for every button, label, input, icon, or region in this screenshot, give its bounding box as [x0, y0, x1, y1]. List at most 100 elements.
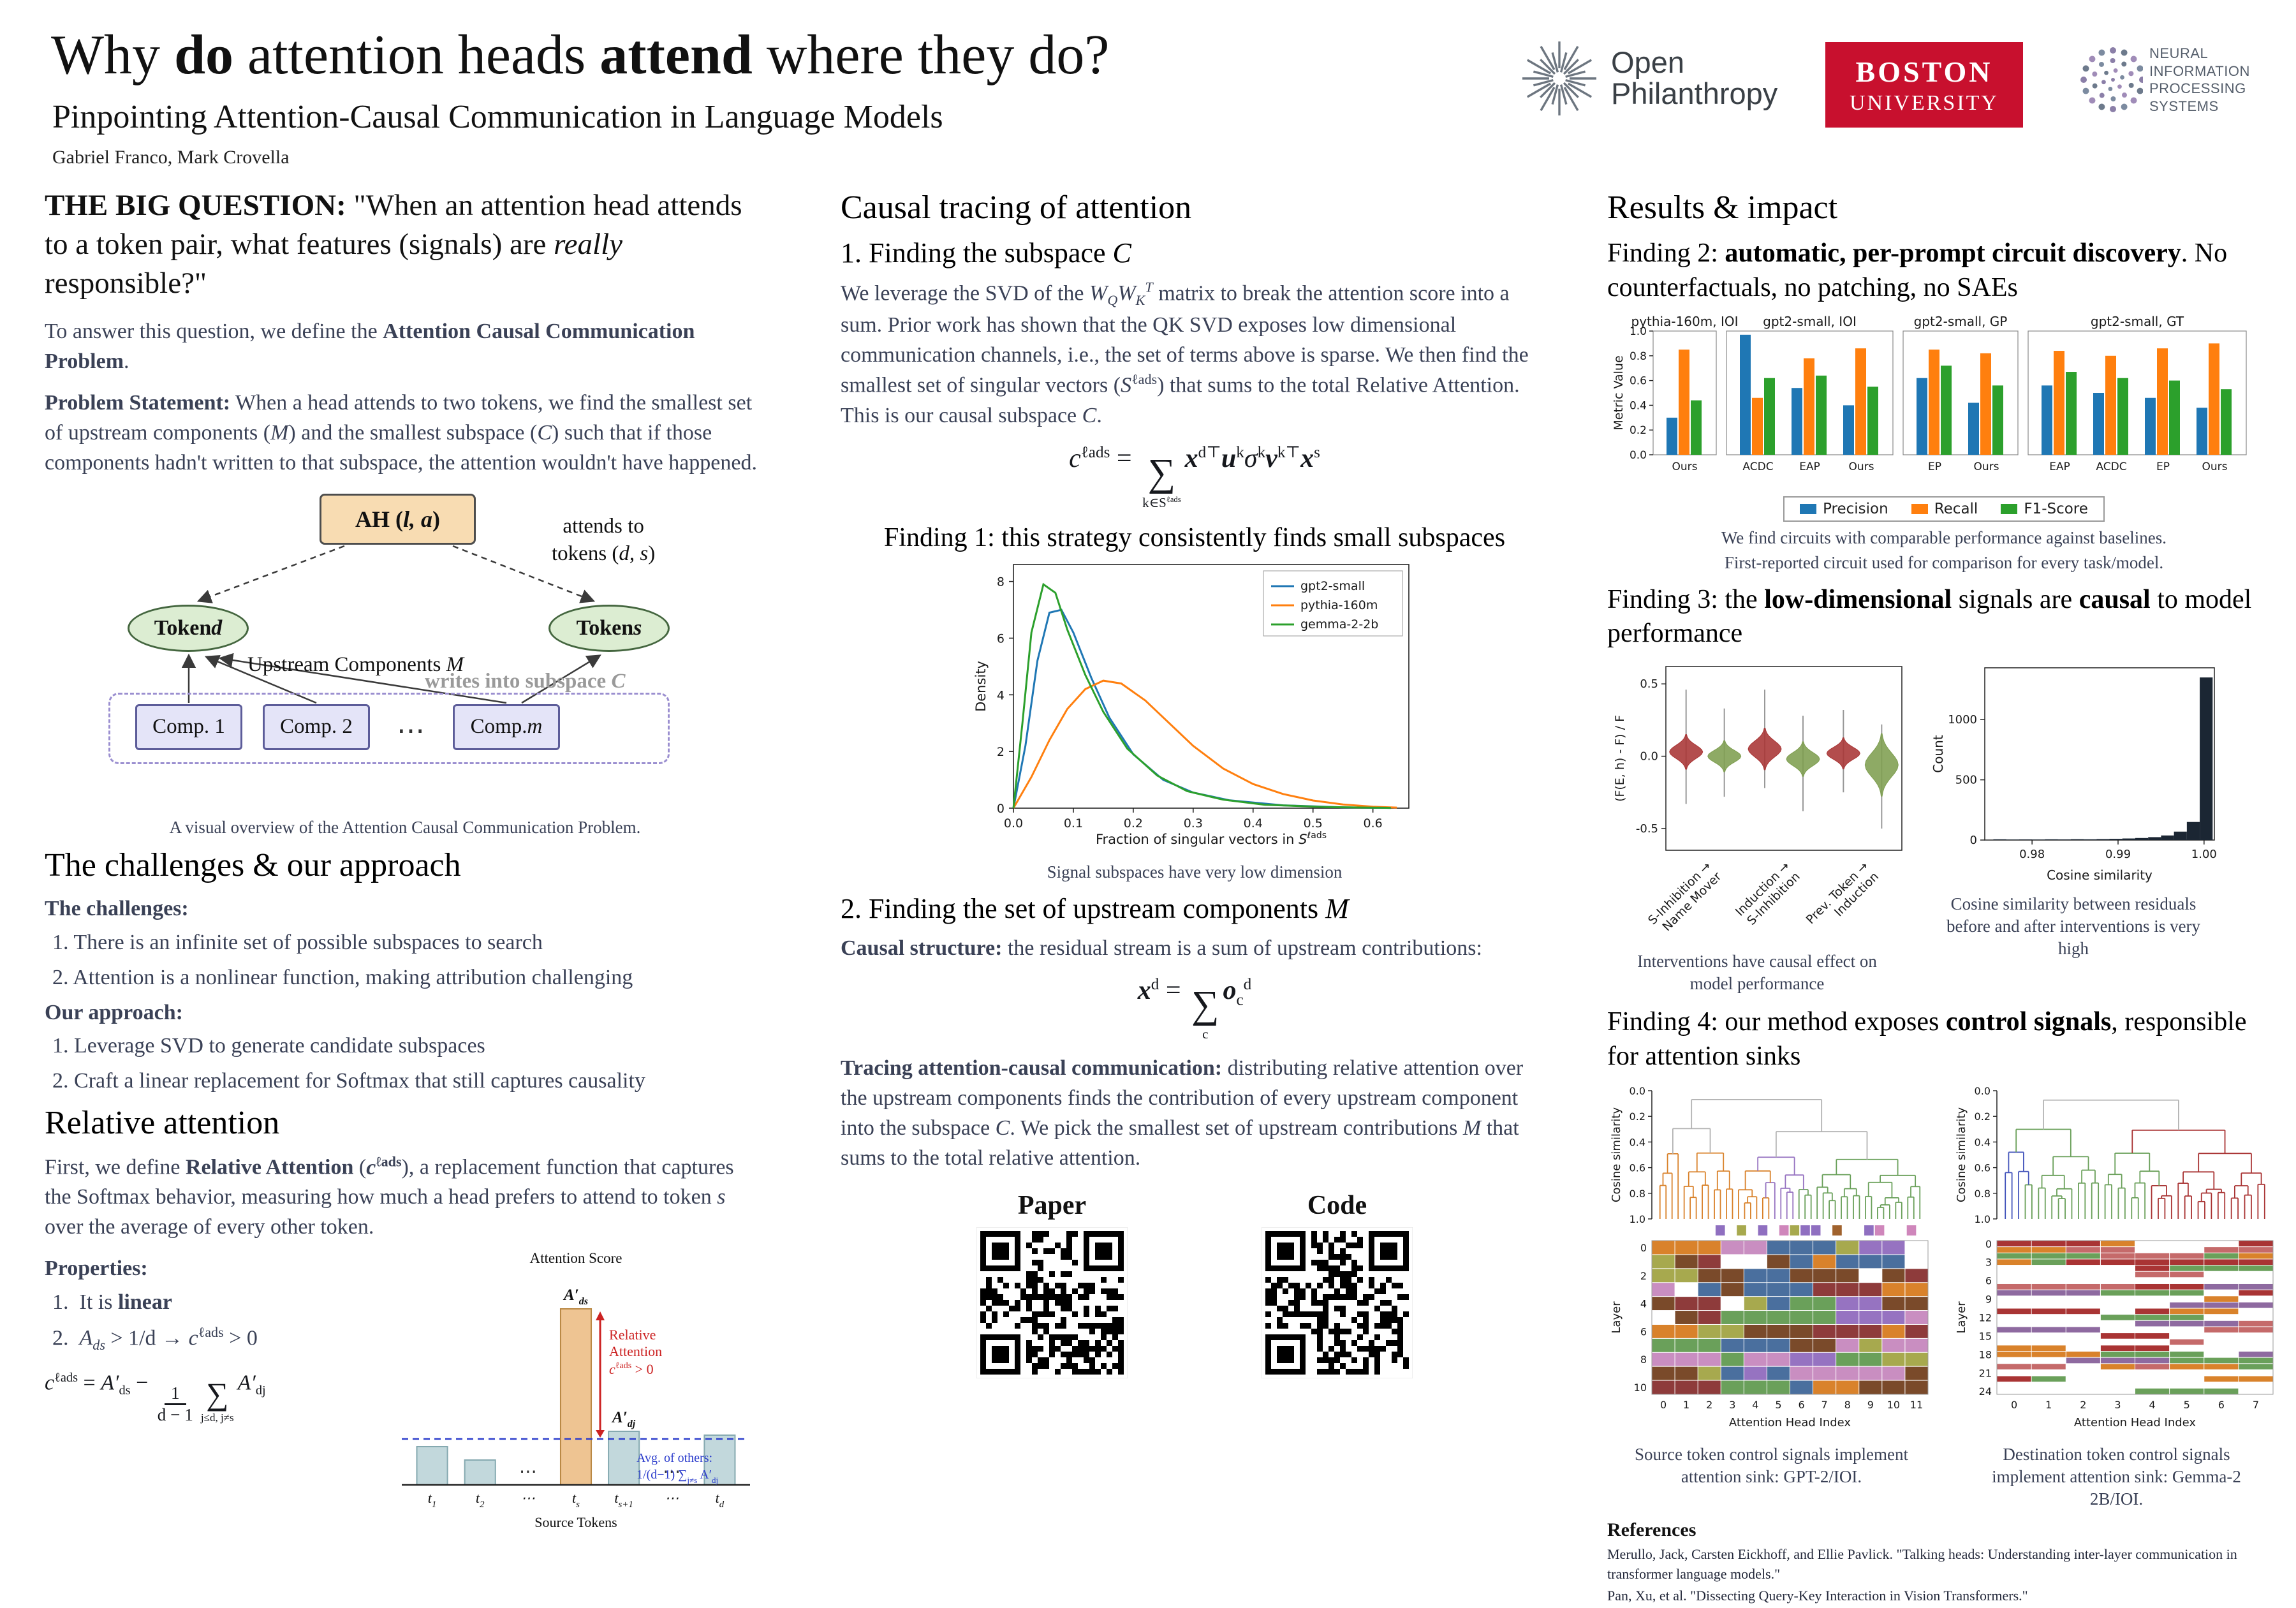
svg-text:0.8: 0.8 — [1630, 350, 1647, 362]
code-qr-code — [1261, 1227, 1413, 1379]
svg-text:0: 0 — [1640, 1242, 1647, 1254]
density-caption: Signal subspaces have very low dimension — [1047, 862, 1343, 881]
results-heading: Results & impact — [1607, 189, 1838, 226]
svg-text:0.98: 0.98 — [2019, 848, 2045, 861]
svg-text:10: 10 — [1634, 1382, 1647, 1394]
svg-text:0.0: 0.0 — [1975, 1085, 1991, 1097]
svg-text:S-Inhibition →Name Mover: S-Inhibition →Name Mover — [1645, 859, 1725, 938]
svg-text:gpt2-small: gpt2-small — [1300, 579, 1365, 593]
code-qr-block: Code — [1261, 1190, 1413, 1382]
op-line1: Open — [1611, 45, 1684, 80]
svg-text:11: 11 — [1910, 1399, 1923, 1411]
finding-1-statement: Finding 1: this strategy consistently fi… — [883, 522, 1506, 552]
intro-paragraph: To answer this question, we define the A… — [45, 320, 695, 374]
svg-text:0: 0 — [1970, 834, 1977, 847]
column-right: Results & impact Finding 2: automatic, p… — [1607, 186, 2281, 1608]
svg-text:1: 1 — [2045, 1399, 2052, 1411]
svg-text:⋯: ⋯ — [665, 1490, 679, 1506]
svg-text:8: 8 — [1844, 1399, 1851, 1411]
svg-text:Fraction of singular vectors i: Fraction of singular vectors in Sℓads — [1096, 830, 1327, 847]
svg-text:5: 5 — [1775, 1399, 1781, 1411]
svg-text:-0.5: -0.5 — [1636, 822, 1658, 836]
histogram-caption: Cosine similarity between residuals befo… — [1946, 894, 2201, 959]
svg-text:0.2: 0.2 — [1630, 424, 1647, 437]
logo-open-philanthropy: Open Philanthropy — [1518, 37, 1777, 120]
svg-text:6: 6 — [1640, 1325, 1647, 1338]
column-middle: Causal tracing of attention 1. Finding t… — [841, 186, 1549, 1382]
svg-text:A′ds: A′ds — [563, 1287, 588, 1307]
svg-text:0.6: 0.6 — [1364, 816, 1383, 830]
svg-text:Avg. of others:1/(d−1) ∑j≠s A′: Avg. of others: 1/(d−1) ∑j≠s A′dj — [637, 1451, 718, 1485]
qr-section: Paper Code — [841, 1190, 1549, 1382]
approach-item-1: 1. Leverage SVD to generate candidate su… — [52, 1034, 485, 1058]
svg-text:0.3: 0.3 — [1184, 816, 1203, 830]
diagram-arrows — [181, 545, 601, 704]
svg-text:ACDC: ACDC — [1742, 461, 1773, 473]
approach-item-2: 2. Craft a linear replacement for Softma… — [52, 1069, 645, 1093]
diagram-comp-m: Comp. m — [453, 704, 560, 750]
challenges-heading: The challenges & our approach — [45, 846, 461, 883]
svg-text:0.99: 0.99 — [2105, 848, 2131, 861]
problem-statement: Problem Statement: When a head attends t… — [45, 391, 757, 475]
svg-text:gemma-2-2b: gemma-2-2b — [1300, 617, 1378, 631]
svg-text:0.2: 0.2 — [1124, 816, 1143, 830]
svg-text:0: 0 — [997, 802, 1004, 816]
svg-text:Attention Score: Attention Score — [530, 1250, 622, 1266]
svg-text:6: 6 — [1985, 1275, 1992, 1287]
causal-structure-paragraph: Causal structure: the residual stream is… — [841, 936, 1482, 960]
property-2: 2. Ads > 1/d → cℓads > 0 — [52, 1324, 258, 1354]
neurips-line2: PROCESSING SYSTEMS — [2149, 80, 2246, 114]
svg-text:1000: 1000 — [1948, 713, 1977, 727]
svg-text:4: 4 — [1640, 1297, 1647, 1309]
svg-text:t1: t1 — [428, 1490, 437, 1510]
svg-text:(F(E, h) - F) / F: (F(E, h) - F) / F — [1613, 715, 1627, 802]
density-figure: 0.0 0.1 0.2 0.3 0.4 0.5 0.6 0 2 4 6 8 Fraction of si… — [841, 556, 1549, 883]
cosine-histogram-chart: 0.98 0.99 1.00 0 500 1000 Cosine similarity Cou… — [1931, 667, 2217, 883]
dendrogram-heatmap-gpt2: 0.0 0.2 0.4 0.6 0.8 1.0 Cosine similarity 0 1 2 3 4… — [1610, 1085, 1929, 1429]
code-label: Code — [1307, 1190, 1367, 1220]
diagram-components-container — [108, 692, 670, 764]
poster-subtitle: Pinpointing Attention-Causal Communicati… — [52, 99, 943, 135]
svg-text:6: 6 — [997, 631, 1004, 645]
svg-text:0.2: 0.2 — [1975, 1110, 1991, 1123]
svg-text:⋯: ⋯ — [521, 1490, 535, 1506]
paper-qr-code — [976, 1227, 1128, 1379]
svg-text:4: 4 — [997, 688, 1004, 702]
svg-text:Metric Value: Metric Value — [1612, 355, 1626, 430]
svg-text:0.6: 0.6 — [1630, 1162, 1645, 1174]
attention-score-chart: Attention Score t1 t2 ⋯ ⋯ ts ts+1 ⋯ ⋯ td Source To… — [402, 1250, 750, 1530]
properties-label: Properties: — [45, 1257, 148, 1281]
svg-text:0.1: 0.1 — [1064, 816, 1083, 830]
diagram-writes-label: writes into subspace C — [425, 669, 626, 693]
diagram-token-d: Token d — [128, 604, 249, 652]
paper-qr-block: Paper — [976, 1190, 1128, 1382]
svg-text:0.0: 0.0 — [1630, 449, 1647, 462]
svg-text:7: 7 — [2253, 1399, 2259, 1411]
residual-formula: xd = ∑ c ocd — [1137, 975, 1252, 1042]
diagram-upstream-label: Upstream Components M — [247, 653, 464, 676]
op-line2: Philanthropy — [1611, 77, 1778, 110]
diagram-comp-1: Comp. 1 — [135, 704, 242, 750]
svg-text:Count: Count — [1931, 735, 1946, 773]
svg-text:Prev. Token →Induction: Prev. Token →Induction — [1804, 859, 1881, 937]
subspace-subheading: 1. Finding the subspace C — [841, 237, 1131, 269]
svg-text:0.0: 0.0 — [1630, 1085, 1645, 1097]
svg-text:ts+1: ts+1 — [614, 1490, 633, 1510]
svg-text:6: 6 — [1798, 1399, 1804, 1411]
svg-text:0: 0 — [2011, 1399, 2017, 1411]
svg-text:18: 18 — [1979, 1348, 1992, 1361]
svg-text:2: 2 — [1706, 1399, 1712, 1411]
neurips-dots-icon — [2080, 47, 2143, 112]
logo-neurips: NEURAL INFORMATION PROCESSING SYSTEMS — [2072, 38, 2296, 121]
diagram-ellipsis: ⋯ — [397, 714, 425, 746]
svg-text:0.5: 0.5 — [1304, 816, 1323, 830]
svg-text:Source Tokens: Source Tokens — [534, 1514, 617, 1530]
references-section: References Merullo, Jack, Carsten Eickho… — [1607, 1519, 2281, 1605]
poster-title: Why do attention heads attend where they… — [51, 24, 1110, 86]
subspace-formula: cℓads = ∑ k∈Sℓads xd⊤ukσkvk⊤xs — [1069, 443, 1320, 510]
svg-text:0.0: 0.0 — [1640, 750, 1658, 763]
finding-3-statement: Finding 3: the low-dimensional signals a… — [1607, 584, 2252, 649]
metrics-caption-2: First-reported circuit used for comparis… — [1724, 552, 2164, 572]
